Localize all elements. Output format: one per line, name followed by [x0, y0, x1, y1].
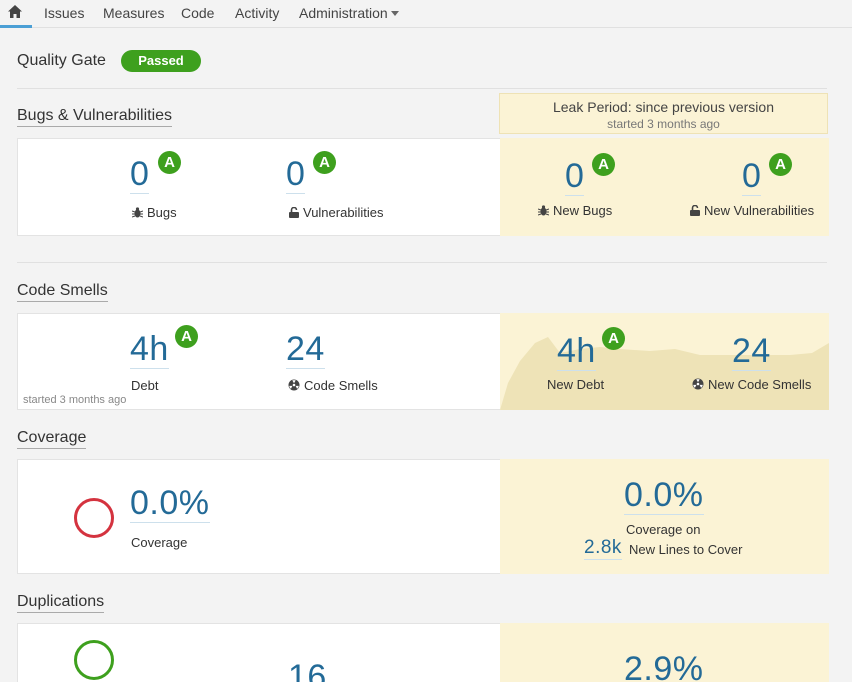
code-smells-section-title[interactable]: Code Smells	[17, 282, 108, 302]
new-code-smells-label: New Code Smells	[692, 377, 811, 392]
duplications-leak-area	[500, 623, 829, 682]
radiation-icon	[692, 378, 704, 390]
new-bugs-grade[interactable]: A	[592, 153, 615, 176]
new-vulnerabilities-label: New Vulnerabilities	[690, 203, 814, 218]
debt-trend-chart	[500, 337, 829, 410]
new-code-smells-value[interactable]: 24	[732, 332, 771, 371]
coverage-section-title[interactable]: Coverage	[17, 429, 87, 449]
vulnerabilities-label: Vulnerabilities	[289, 205, 383, 220]
divider	[17, 262, 827, 263]
chevron-down-icon	[390, 11, 399, 16]
lock-icon	[289, 206, 299, 218]
duplications-section-title[interactable]: Duplications	[17, 593, 105, 613]
vulnerabilities-label-text: Vulnerabilities	[303, 205, 384, 220]
debt-value[interactable]: 4h	[130, 330, 169, 369]
bug-icon	[537, 205, 550, 216]
code-smells-label-text: Code Smells	[304, 378, 378, 393]
bug-icon	[131, 207, 144, 218]
nav-measures[interactable]: Measures	[103, 5, 165, 21]
coverage-value[interactable]: 0.0%	[130, 484, 210, 523]
nav-administration[interactable]: Administration	[299, 5, 399, 21]
new-code-smells-label-text: New Code Smells	[708, 377, 812, 392]
quality-gate-status-badge: Passed	[121, 50, 201, 72]
nav-code[interactable]: Code	[181, 5, 215, 21]
new-debt-label: New Debt	[547, 377, 605, 392]
code-smells-value[interactable]: 24	[286, 330, 325, 369]
top-nav: Issues Measures Code Activity Administra…	[0, 0, 852, 28]
divider	[17, 88, 827, 89]
new-vulnerabilities-grade[interactable]: A	[769, 153, 792, 176]
vulnerabilities-grade[interactable]: A	[313, 151, 336, 174]
duplications-panel: 16 2.9%	[17, 623, 829, 682]
new-lines-to-cover-label: New Lines to Cover	[629, 542, 743, 557]
duplicated-blocks-value[interactable]: 16	[288, 658, 327, 682]
new-bugs-label: New Bugs	[537, 203, 613, 218]
new-duplications-value[interactable]: 2.9%	[624, 650, 704, 682]
code-smells-label: Code Smells	[288, 378, 378, 393]
duplications-ring-chart	[74, 640, 114, 680]
bugs-value[interactable]: 0	[130, 155, 150, 194]
new-vulnerabilities-label-text: New Vulnerabilities	[704, 203, 815, 218]
code-smells-panel: 4h A Debt started 3 months ago 24 Code S…	[17, 313, 829, 410]
debt-label: Debt	[131, 378, 159, 393]
leak-period-started: started 3 months ago	[607, 117, 720, 131]
new-bugs-label-text: New Bugs	[553, 203, 613, 218]
quality-gate-title: Quality Gate	[17, 52, 106, 69]
coverage-leak-area	[500, 459, 829, 574]
bugs-label: Bugs	[131, 205, 177, 220]
lock-icon	[690, 204, 700, 216]
new-debt-grade[interactable]: A	[602, 327, 625, 350]
bugs-panel: 0 A Bugs 0 A Vulnerabilities 0 A New Bug…	[17, 138, 829, 236]
new-coverage-value[interactable]: 0.0%	[624, 476, 704, 515]
leak-period-title: Leak Period: since previous version	[552, 99, 774, 115]
code-smells-leak-area	[500, 313, 829, 410]
bugs-section-title[interactable]: Bugs & Vulnerabilities	[17, 107, 173, 127]
debt-started-text: started 3 months ago	[23, 394, 127, 406]
nav-activity[interactable]: Activity	[235, 5, 280, 21]
home-tab[interactable]	[0, 0, 32, 28]
new-lines-to-cover-value[interactable]: 2.8k	[584, 537, 622, 560]
bugs-label-text: Bugs	[147, 205, 177, 220]
home-icon	[8, 5, 22, 18]
debt-grade[interactable]: A	[175, 325, 198, 348]
coverage-ring-chart	[74, 498, 114, 538]
nav-administration-label: Administration	[299, 5, 388, 21]
new-debt-value[interactable]: 4h	[557, 332, 596, 371]
nav-issues[interactable]: Issues	[44, 5, 85, 21]
leak-period-header: Leak Period: since previous version star…	[499, 93, 828, 134]
bugs-grade[interactable]: A	[158, 151, 181, 174]
new-coverage-label: Coverage on	[626, 522, 701, 537]
new-vulnerabilities-value[interactable]: 0	[742, 157, 762, 196]
coverage-label: Coverage	[131, 535, 188, 550]
new-bugs-value[interactable]: 0	[565, 157, 585, 196]
radiation-icon	[288, 379, 300, 391]
vulnerabilities-value[interactable]: 0	[286, 155, 306, 194]
coverage-panel: 0.0% Coverage 0.0% Coverage on 2.8k New …	[17, 459, 829, 574]
